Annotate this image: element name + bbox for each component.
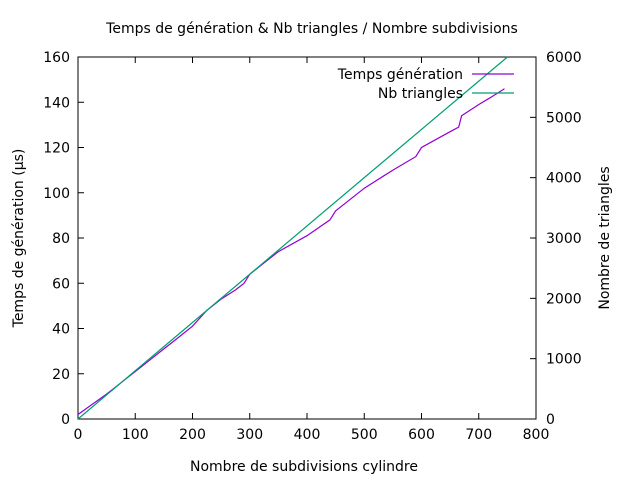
legend-label-temps: Temps génération <box>337 67 463 83</box>
legend: Temps génération Nb triangles <box>337 67 514 102</box>
y-tick-label: 20 <box>52 367 70 383</box>
x-tick-label: 500 <box>351 427 378 443</box>
y-tick-label: 40 <box>52 322 70 338</box>
y2-tick-label: 5000 <box>546 110 582 126</box>
y2-tick-label: 2000 <box>546 291 582 307</box>
y-tick-label: 60 <box>52 276 70 292</box>
x-tick-label: 0 <box>74 427 83 443</box>
y2-tick-label: 4000 <box>546 171 582 187</box>
y-axis-left: 0 20 40 60 80 100 120 140 160 <box>43 50 84 428</box>
y2-tick-label: 1000 <box>546 352 582 368</box>
series-line-temps <box>77 88 505 415</box>
y2-axis-label: Nombre de triangles <box>597 166 613 309</box>
x-tick-label: 800 <box>523 427 550 443</box>
series-layer <box>77 56 508 420</box>
y-axis-label: Temps de génération (µs) <box>11 149 27 329</box>
x-tick-label: 700 <box>465 427 492 443</box>
legend-label-triangles: Nb triangles <box>378 86 463 102</box>
y-tick-label: 100 <box>43 186 70 202</box>
y-tick-label: 80 <box>52 231 70 247</box>
x-tick-label: 100 <box>122 427 149 443</box>
y-tick-label: 160 <box>43 50 70 66</box>
x-tick-label: 600 <box>408 427 435 443</box>
x-tick-label: 300 <box>236 427 263 443</box>
x-axis-label: Nombre de subdivisions cylindre <box>190 459 418 475</box>
y2-tick-label: 3000 <box>546 231 582 247</box>
series-line-triangles <box>77 56 508 420</box>
y-tick-label: 0 <box>61 412 70 428</box>
y2-tick-label: 6000 <box>546 50 582 66</box>
x-tick-label: 200 <box>179 427 206 443</box>
y-tick-label: 120 <box>43 141 70 157</box>
y-axis-right: 0 1000 2000 3000 4000 5000 6000 <box>530 50 582 428</box>
y-tick-label: 140 <box>43 95 70 111</box>
x-tick-label: 400 <box>294 427 321 443</box>
chart-title: Temps de génération & Nb triangles / Nom… <box>105 21 518 37</box>
x-axis: 0 100 200 300 400 500 600 700 800 <box>74 57 550 443</box>
plot-frame <box>77 56 537 420</box>
y2-tick-label: 0 <box>546 412 555 428</box>
